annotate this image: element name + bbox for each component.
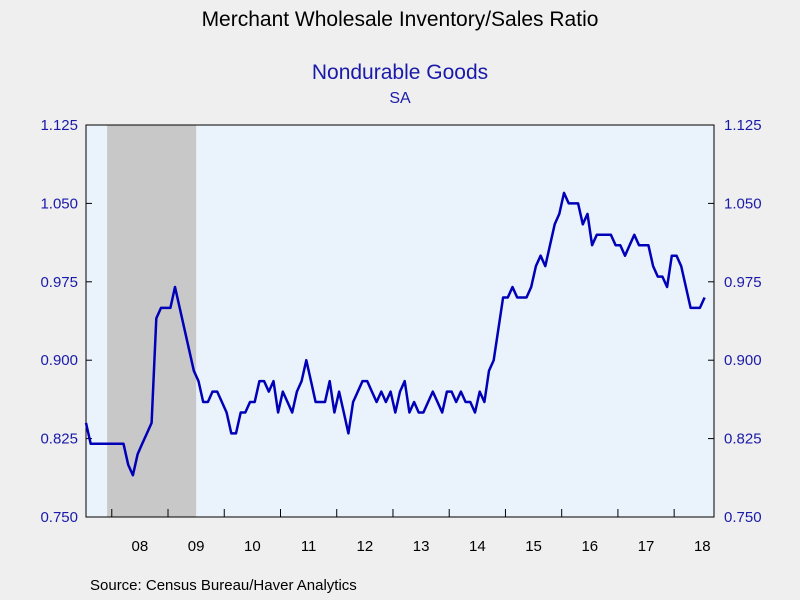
y-tick-label-right: 0.750 <box>724 509 762 526</box>
y-tick-label-right: 0.900 <box>724 352 762 369</box>
x-tick-label: 09 <box>188 538 205 555</box>
y-tick-label-left: 0.975 <box>40 274 78 291</box>
y-tick-label-left: 0.900 <box>40 352 78 369</box>
source-note: Source: Census Bureau/Haver Analytics <box>90 577 357 594</box>
series-line <box>84 191 706 477</box>
x-tick-label: 16 <box>581 538 598 555</box>
x-tick-label: 11 <box>301 538 317 555</box>
y-tick-label-left: 0.825 <box>40 431 78 448</box>
x-tick-label: 14 <box>469 538 486 555</box>
x-tick-label: 10 <box>244 538 261 555</box>
plot-frame <box>85 124 715 518</box>
x-tick-label: 18 <box>694 538 711 555</box>
recession-shading <box>107 125 197 517</box>
x-tick-label: 17 <box>638 538 655 555</box>
y-tick-label-left: 0.750 <box>40 509 78 526</box>
y-tick-label-left: 1.125 <box>40 117 78 134</box>
y-tick-label-right: 0.975 <box>724 274 762 291</box>
chart-subtitle-sa: SA <box>389 90 411 107</box>
y-tick-label-right: 0.825 <box>724 431 762 448</box>
x-tick-label: 13 <box>413 538 430 555</box>
x-tick-label: 15 <box>525 538 542 555</box>
x-tick-label: 08 <box>132 538 149 555</box>
y-tick-label-left: 1.050 <box>40 195 78 212</box>
chart-title: Merchant Wholesale Inventory/Sales Ratio <box>201 8 599 31</box>
y-tick-label-right: 1.050 <box>724 195 762 212</box>
chart-subtitle: Nondurable Goods <box>311 61 489 84</box>
x-tick-label: 12 <box>357 538 374 555</box>
y-tick-label-right: 1.125 <box>724 117 762 134</box>
